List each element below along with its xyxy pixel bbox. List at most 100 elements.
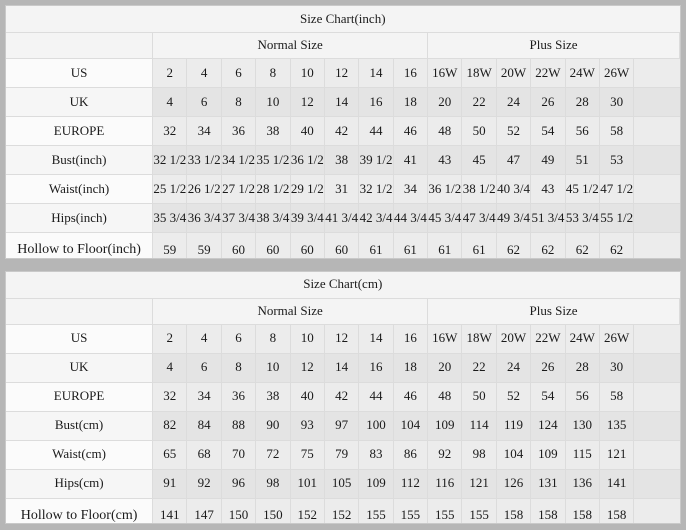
cell: 84	[186, 410, 222, 441]
cell: 34	[186, 116, 222, 146]
row-end-spacer	[633, 174, 680, 204]
cell: 82	[152, 410, 188, 441]
cell: 12	[323, 323, 360, 354]
row-label-waist: Waist(cm)	[6, 439, 154, 470]
cell: 47 1/2	[598, 174, 635, 204]
cell: 30	[598, 87, 635, 117]
cell: 22W	[530, 58, 566, 88]
cell: 26W	[598, 323, 635, 354]
row-end-spacer	[633, 232, 680, 258]
cell: 46	[392, 381, 429, 412]
row-end-spacer	[633, 410, 680, 441]
row-label-hips: Hips(cm)	[6, 468, 154, 499]
cell: 155	[392, 497, 429, 524]
cell: 8	[255, 323, 291, 354]
row-label-us: US	[6, 323, 154, 354]
size-chart-inch-block: Size Chart(inch) Normal Size Plus Size U…	[5, 5, 681, 259]
cell: 147	[186, 497, 222, 524]
cell: 18W	[461, 323, 497, 354]
row-end-spacer	[633, 352, 680, 383]
row-end-spacer	[633, 323, 680, 354]
cell: 52	[495, 116, 532, 146]
table-row: US 2 4 6 8 10 12 14 16 16W 18W 20W 22W 2…	[6, 58, 680, 88]
cell: 97	[323, 410, 360, 441]
cell: 10	[289, 58, 325, 88]
table-row: US 2 4 6 8 10 12 14 16 16W 18W 20W 22W 2…	[6, 323, 680, 354]
row-label-waist: Waist(inch)	[6, 174, 154, 204]
cell: 36 1/2	[289, 145, 325, 175]
cell: 56	[564, 116, 600, 146]
cell: 36	[220, 116, 257, 146]
cell: 152	[323, 497, 360, 524]
row-end-spacer	[633, 58, 680, 88]
cell: 4	[152, 352, 188, 383]
cell: 38	[323, 145, 360, 175]
cell: 54	[530, 116, 566, 146]
cell: 40	[289, 116, 325, 146]
cell: 46	[392, 116, 429, 146]
row-label-europe: EUROPE	[6, 116, 154, 146]
cell: 54	[530, 381, 566, 412]
table-row: UK 4 6 8 10 12 14 16 18 20 22 24 26 28 3…	[6, 87, 680, 117]
cell: 16	[392, 323, 429, 354]
cell: 4	[186, 323, 222, 354]
cell: 96	[220, 468, 257, 499]
cell: 8	[220, 87, 257, 117]
cell: 60	[255, 232, 291, 258]
cell: 158	[564, 497, 600, 524]
cell: 25 1/2	[152, 174, 188, 204]
cell: 40	[289, 381, 325, 412]
row-label-uk: UK	[6, 87, 154, 117]
cell: 38 1/2	[461, 174, 497, 204]
cell: 32 1/2	[358, 174, 394, 204]
cell: 28	[564, 87, 600, 117]
cell: 34 1/2	[220, 145, 257, 175]
row-label-hollow-to-floor: Hollow to Floor(cm)	[6, 497, 154, 524]
cell: 14	[323, 352, 360, 383]
table-row: Bust(inch) 32 1/2 33 1/2 34 1/2 35 1/2 3…	[6, 145, 680, 175]
cell: 28 1/2	[255, 174, 291, 204]
row-end-spacer	[633, 497, 680, 524]
cell: 24W	[564, 323, 600, 354]
cell: 22	[461, 87, 497, 117]
cell: 10	[289, 323, 325, 354]
cell: 48	[427, 116, 463, 146]
cell: 124	[530, 410, 566, 441]
cell: 61	[461, 232, 497, 258]
cell: 44	[358, 381, 394, 412]
cell: 44	[358, 116, 394, 146]
table-title-cm: Size Chart(cm)	[6, 271, 680, 299]
cell: 36	[220, 381, 257, 412]
cell: 79	[323, 439, 360, 470]
cell: 150	[220, 497, 257, 524]
table-divider	[5, 258, 681, 271]
cell: 16	[392, 58, 429, 88]
cell: 116	[427, 468, 463, 499]
cell: 12	[323, 58, 360, 88]
table-row: Waist(inch) 25 1/2 26 1/2 27 1/2 28 1/2 …	[6, 174, 680, 204]
row-end-spacer	[633, 381, 680, 412]
table-row: Waist(cm) 65 68 70 72 75 79 83 86 92 98 …	[6, 439, 680, 470]
cell: 48	[427, 381, 463, 412]
cell: 98	[255, 468, 291, 499]
cell: 121	[461, 468, 497, 499]
cell: 47 3/4	[461, 203, 497, 233]
row-label-bust: Bust(inch)	[6, 145, 154, 175]
cell: 42	[323, 116, 360, 146]
group-header-spacer	[6, 297, 154, 325]
row-end-spacer	[633, 468, 680, 499]
cell: 26W	[598, 58, 635, 88]
row-label-hips: Hips(inch)	[6, 203, 154, 233]
cell: 88	[220, 410, 257, 441]
cell: 155	[461, 497, 497, 524]
cell: 24W	[564, 58, 600, 88]
cell: 26	[530, 87, 566, 117]
size-chart-inch-table: Size Chart(inch) Normal Size Plus Size U…	[6, 6, 680, 258]
cell: 4	[152, 87, 188, 117]
size-chart-cm-block: Size Chart(cm) Normal Size Plus Size US …	[5, 270, 681, 524]
group-header-spacer	[6, 32, 154, 59]
cell: 52	[495, 381, 532, 412]
cell: 60	[323, 232, 360, 258]
cell: 2	[152, 323, 188, 354]
